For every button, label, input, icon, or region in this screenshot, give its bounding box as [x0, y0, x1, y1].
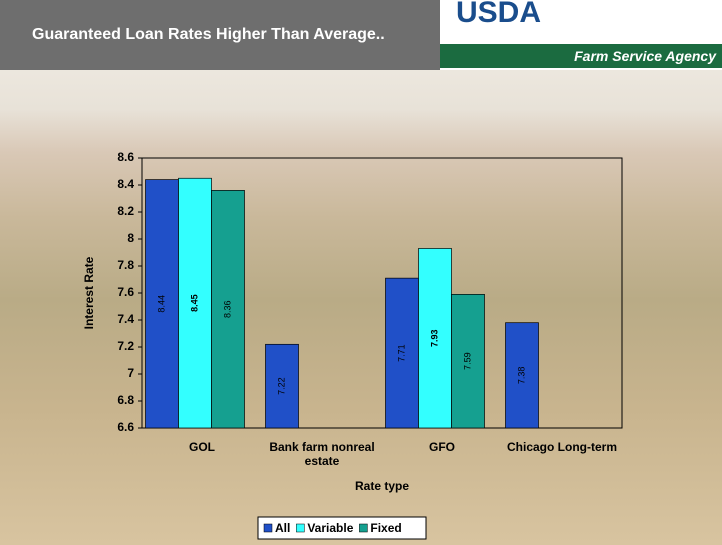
y-tick-label: 7.8 [117, 258, 134, 272]
x-axis-label: Rate type [355, 479, 409, 493]
legend-swatch [264, 524, 272, 532]
legend-label: Variable [307, 521, 353, 535]
y-tick-label: 8 [127, 231, 134, 245]
y-tick-label: 8.4 [117, 177, 134, 191]
x-tick-label: GOL [147, 440, 257, 454]
value-label: 7.93 [429, 329, 439, 347]
y-tick-label: 8.6 [117, 150, 134, 164]
value-label: 8.36 [222, 300, 232, 318]
legend-swatch [359, 524, 367, 532]
y-tick-label: 6.8 [117, 393, 134, 407]
slide: Guaranteed Loan Rates Higher Than Averag… [0, 0, 722, 545]
value-label: 7.71 [396, 344, 406, 362]
value-label: 8.44 [156, 295, 166, 313]
value-label: 7.38 [516, 367, 526, 385]
value-label: 8.45 [189, 294, 199, 312]
x-tick-label: GFO [387, 440, 497, 454]
y-tick-label: 7.4 [117, 312, 134, 326]
y-tick-label: 7.6 [117, 285, 134, 299]
x-tick-label: Chicago Long-term [507, 440, 617, 454]
y-tick-label: 8.2 [117, 204, 134, 218]
value-label: 7.59 [462, 352, 472, 370]
y-axis-label: Interest Rate [82, 256, 96, 329]
y-tick-label: 6.6 [117, 420, 134, 434]
legend-label: Fixed [370, 521, 401, 535]
y-tick-label: 7.2 [117, 339, 134, 353]
x-tick-label: Bank farm nonreal estate [267, 440, 377, 468]
legend-label: All [275, 521, 290, 535]
y-tick-label: 7 [127, 366, 134, 380]
legend-swatch [296, 524, 304, 532]
value-label: 7.22 [276, 377, 286, 395]
